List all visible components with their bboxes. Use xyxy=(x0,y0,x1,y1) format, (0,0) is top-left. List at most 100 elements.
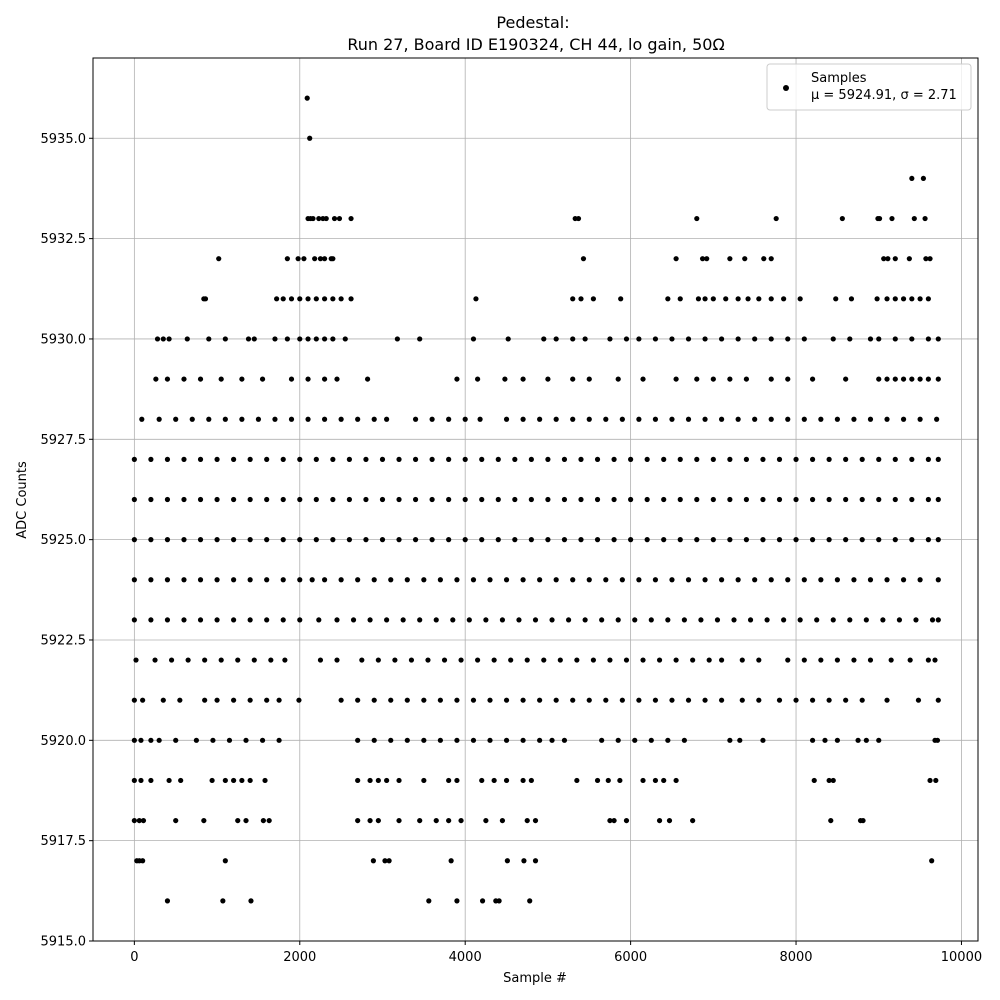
data-point xyxy=(131,456,137,462)
data-point xyxy=(503,737,510,743)
data-point xyxy=(561,496,568,503)
data-point xyxy=(640,777,646,784)
data-point xyxy=(619,697,625,703)
data-point xyxy=(321,336,328,342)
data-point xyxy=(666,817,673,824)
data-point xyxy=(793,537,799,543)
data-point xyxy=(900,577,907,583)
data-point xyxy=(446,456,452,462)
data-point xyxy=(446,496,452,503)
data-point xyxy=(400,617,406,623)
y-tick-label: 5922.5 xyxy=(41,633,87,648)
data-point xyxy=(429,416,435,422)
data-point xyxy=(694,537,700,543)
data-point xyxy=(876,737,882,743)
data-point xyxy=(876,376,882,382)
data-point xyxy=(727,537,733,543)
data-point xyxy=(617,777,623,784)
data-point xyxy=(586,376,592,382)
data-point xyxy=(619,577,625,583)
data-point xyxy=(495,537,501,543)
data-point xyxy=(632,737,638,743)
data-point xyxy=(557,657,563,663)
data-point xyxy=(181,376,187,382)
data-point xyxy=(138,777,144,784)
data-point xyxy=(408,657,415,663)
data-point xyxy=(317,657,324,663)
data-point xyxy=(140,858,146,864)
data-point xyxy=(677,537,683,543)
data-point xyxy=(793,697,799,703)
data-point xyxy=(690,817,696,824)
data-point xyxy=(197,376,204,382)
data-point xyxy=(909,296,915,302)
data-point xyxy=(396,777,402,784)
data-point xyxy=(867,416,874,422)
data-point xyxy=(669,416,675,422)
data-point xyxy=(516,617,522,623)
data-point xyxy=(276,697,282,703)
data-point xyxy=(321,376,328,382)
data-point xyxy=(222,336,228,342)
data-point xyxy=(925,296,931,302)
data-point xyxy=(737,737,743,743)
data-point xyxy=(704,256,710,262)
data-point xyxy=(524,817,530,824)
data-point xyxy=(384,416,390,422)
data-point xyxy=(280,577,286,583)
data-point xyxy=(330,537,336,543)
data-point xyxy=(917,296,923,302)
data-point xyxy=(264,537,270,543)
data-point xyxy=(214,537,220,543)
data-point xyxy=(665,737,671,743)
data-point xyxy=(446,777,452,784)
data-point xyxy=(264,617,270,623)
data-point xyxy=(896,617,903,623)
data-point xyxy=(504,858,510,864)
data-point xyxy=(321,256,328,262)
data-point xyxy=(541,336,547,342)
data-point xyxy=(280,496,286,503)
data-point xyxy=(429,456,435,462)
data-point xyxy=(855,737,861,743)
data-point xyxy=(496,898,502,904)
data-point xyxy=(851,657,857,663)
legend-marker xyxy=(783,85,789,91)
data-point xyxy=(785,577,791,583)
data-point xyxy=(884,416,890,422)
data-point xyxy=(184,336,190,342)
data-point xyxy=(847,617,853,623)
data-point xyxy=(718,416,725,422)
legend: Samples μ = 5924.91, σ = 2.71 xyxy=(766,63,972,111)
data-point xyxy=(677,296,683,302)
data-point xyxy=(549,737,555,743)
data-point xyxy=(313,336,319,342)
data-point xyxy=(331,215,338,222)
data-point xyxy=(280,296,286,302)
data-point xyxy=(561,456,568,462)
x-tick-label: 8000 xyxy=(779,950,812,965)
data-point xyxy=(743,376,750,382)
data-point xyxy=(404,577,410,583)
data-point xyxy=(834,577,840,583)
data-point xyxy=(421,697,427,703)
data-point xyxy=(702,697,708,703)
data-point xyxy=(863,617,869,623)
data-point xyxy=(425,657,431,663)
data-point xyxy=(851,416,857,422)
data-point xyxy=(448,858,454,864)
data-point xyxy=(586,697,592,703)
data-point xyxy=(578,496,584,503)
data-point xyxy=(247,496,253,503)
data-point xyxy=(148,456,154,462)
data-point xyxy=(927,256,933,262)
data-point xyxy=(764,617,770,623)
data-point xyxy=(503,697,510,703)
data-point xyxy=(839,215,845,222)
data-point xyxy=(131,577,137,583)
data-point xyxy=(615,617,621,623)
data-point xyxy=(235,657,241,663)
data-point xyxy=(189,416,195,422)
data-point xyxy=(247,777,253,784)
data-point xyxy=(892,376,898,382)
